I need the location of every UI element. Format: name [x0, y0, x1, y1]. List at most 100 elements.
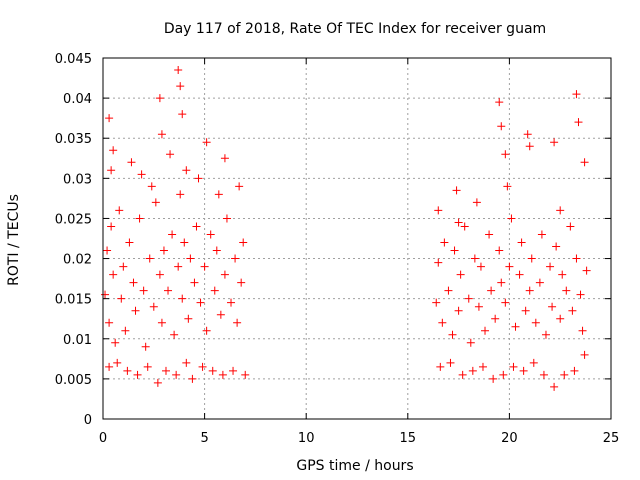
data-point: [521, 306, 530, 315]
data-point: [227, 298, 236, 307]
data-point: [157, 130, 166, 139]
data-point: [220, 154, 229, 163]
y-tick-label: 0.02: [63, 253, 92, 268]
data-point: [503, 182, 512, 191]
data-point: [572, 254, 581, 263]
data-point: [121, 326, 130, 335]
data-point: [157, 318, 166, 327]
data-point: [460, 222, 469, 231]
x-axis-label: GPS time / hours: [296, 458, 413, 474]
data-point: [127, 158, 136, 167]
data-point: [546, 262, 555, 271]
x-tick-label: 20: [501, 431, 518, 446]
data-point: [497, 278, 506, 287]
data-point: [164, 286, 173, 295]
data-point: [491, 314, 500, 323]
data-point: [202, 326, 211, 335]
data-point: [145, 254, 154, 263]
data-point: [176, 190, 185, 199]
y-tick-label: 0.01: [63, 333, 92, 348]
y-tick-label: 0: [84, 413, 92, 428]
data-point: [235, 182, 244, 191]
y-tick-label: 0.035: [55, 132, 92, 147]
data-point: [517, 238, 526, 247]
data-point: [196, 298, 205, 307]
data-point: [539, 370, 548, 379]
data-point: [119, 262, 128, 271]
data-point: [458, 370, 467, 379]
data-point: [113, 358, 122, 367]
data-point: [231, 254, 240, 263]
data-point: [137, 170, 146, 179]
data-point: [434, 258, 443, 267]
data-point: [218, 370, 227, 379]
data-point: [214, 190, 223, 199]
data-point: [159, 246, 168, 255]
data-point: [454, 306, 463, 315]
data-point: [117, 294, 126, 303]
data-point: [432, 298, 441, 307]
data-point: [168, 230, 177, 239]
data-point: [198, 362, 207, 371]
x-axis: 0 5 10 15 20 25: [99, 58, 619, 446]
data-point: [519, 366, 528, 375]
data-point: [178, 294, 187, 303]
data-point: [446, 358, 455, 367]
data-point: [178, 110, 187, 119]
data-point: [515, 270, 524, 279]
data-point: [537, 230, 546, 239]
data-point: [556, 314, 565, 323]
data-point: [501, 150, 510, 159]
data-point: [229, 366, 238, 375]
y-tick-label: 0.045: [55, 52, 92, 67]
data-point: [548, 302, 557, 311]
data-point: [103, 246, 112, 255]
data-point: [172, 370, 181, 379]
data-point: [505, 262, 514, 271]
data-point: [489, 374, 498, 383]
data-point: [105, 114, 114, 123]
data-point: [170, 330, 179, 339]
data-point: [239, 238, 248, 247]
data-point: [556, 206, 565, 215]
data-point: [212, 246, 221, 255]
y-tick-label: 0.04: [63, 92, 92, 107]
data-point: [464, 294, 473, 303]
data-point: [466, 338, 475, 347]
data-point: [525, 286, 534, 295]
data-point: [440, 238, 449, 247]
data-point: [501, 298, 510, 307]
data-point: [495, 246, 504, 255]
data-point: [580, 350, 589, 359]
data-point: [509, 362, 518, 371]
data-point: [131, 306, 140, 315]
x-tick-label: 5: [200, 431, 208, 446]
data-point: [456, 270, 465, 279]
data-point: [129, 278, 138, 287]
data-point: [438, 318, 447, 327]
data-point: [208, 366, 217, 375]
data-point: [558, 270, 567, 279]
data-point: [186, 254, 195, 263]
data-point: [241, 370, 250, 379]
data-point: [472, 198, 481, 207]
plot-frame: [102, 57, 612, 420]
data-point: [448, 330, 457, 339]
data-point: [194, 174, 203, 183]
grid: [103, 58, 611, 419]
data-point: [525, 142, 534, 151]
x-tick-label: 0: [99, 431, 107, 446]
x-tick-label: 10: [298, 431, 315, 446]
data-point: [109, 146, 118, 155]
data-point: [147, 182, 156, 191]
data-point: [161, 366, 170, 375]
data-point: [141, 342, 150, 351]
data-point: [454, 218, 463, 227]
data-point: [531, 318, 540, 327]
data-point: [570, 366, 579, 375]
data-point: [123, 366, 132, 375]
data-point: [101, 290, 110, 299]
y-tick-label: 0.025: [55, 212, 92, 227]
data-point: [180, 238, 189, 247]
